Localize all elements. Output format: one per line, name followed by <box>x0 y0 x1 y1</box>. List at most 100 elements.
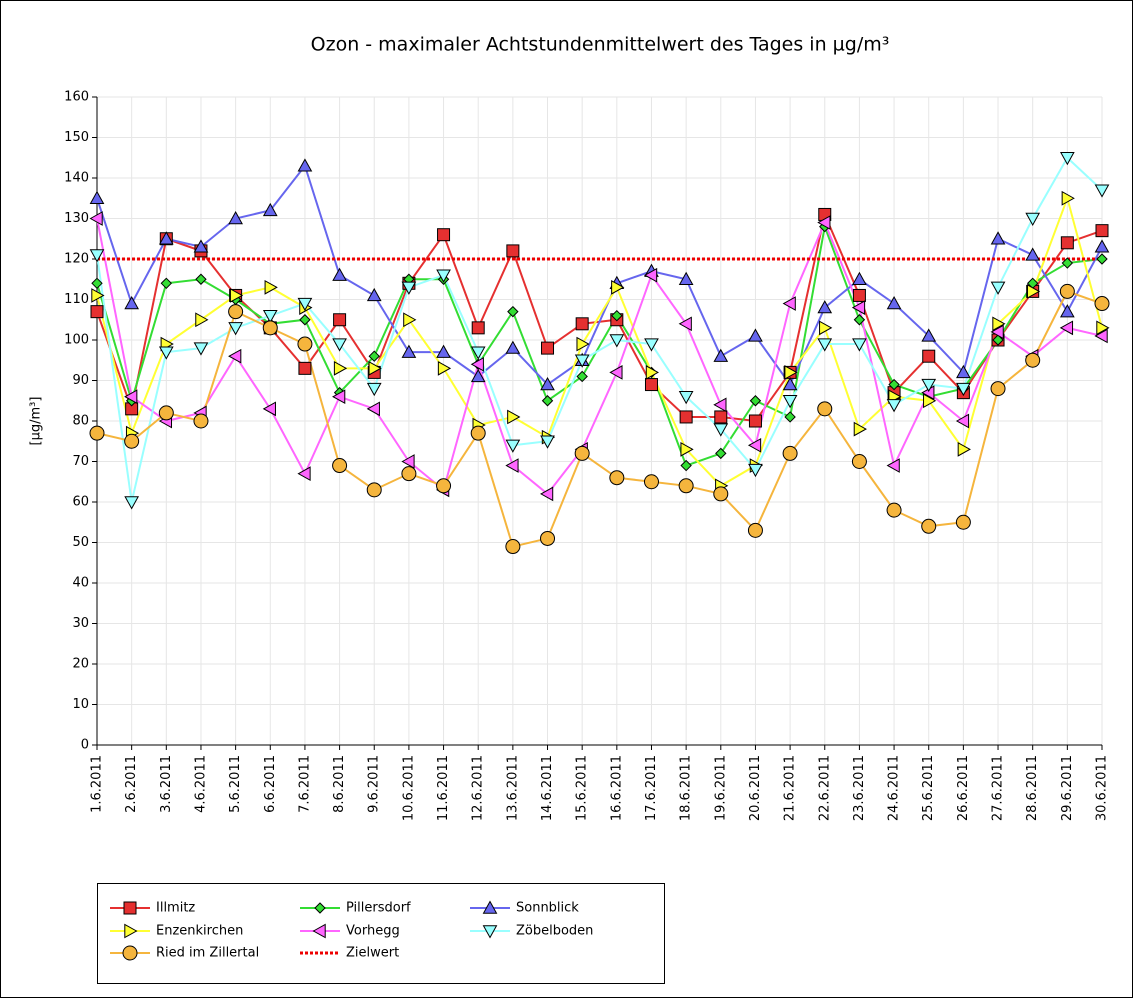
legend-label: Zöbelboden <box>516 924 593 939</box>
marker <box>1060 236 1074 250</box>
marker <box>124 496 140 510</box>
marker <box>955 413 970 429</box>
marker <box>228 210 243 225</box>
x-tick-label: 7.6.2011 <box>297 755 312 813</box>
marker <box>576 336 590 352</box>
marker <box>124 389 138 405</box>
marker <box>1094 296 1110 312</box>
y-axis-label: [µg/m³] <box>29 397 44 446</box>
marker <box>990 281 1006 295</box>
marker <box>886 502 902 518</box>
series-line <box>96 194 1103 488</box>
marker <box>262 401 276 417</box>
marker <box>956 382 971 397</box>
y-tick-label: 80 <box>72 414 89 429</box>
series-line <box>96 222 1103 467</box>
y-tick-label: 140 <box>64 171 89 186</box>
marker <box>611 280 625 295</box>
marker <box>678 391 694 405</box>
marker <box>678 316 692 332</box>
x-tick-label: 26.6.2011 <box>956 755 971 821</box>
x-tick-label: 28.6.2011 <box>1025 755 1040 821</box>
y-tick-label: 10 <box>72 697 89 712</box>
marker <box>680 459 692 472</box>
marker <box>541 395 554 407</box>
marker <box>436 269 451 283</box>
marker <box>888 378 900 391</box>
marker <box>91 288 105 303</box>
marker <box>576 370 588 383</box>
marker <box>609 470 625 486</box>
marker <box>784 411 796 423</box>
marker <box>471 321 485 335</box>
marker <box>817 401 833 417</box>
legend-label: Sonnblick <box>516 901 579 916</box>
marker <box>678 478 694 494</box>
marker <box>921 328 937 342</box>
marker <box>747 437 762 453</box>
legend-label: Vorhegg <box>346 924 400 939</box>
marker <box>160 277 173 290</box>
marker <box>1061 257 1074 269</box>
y-tick-label: 30 <box>72 616 89 631</box>
marker <box>886 458 900 473</box>
marker <box>228 348 242 364</box>
marker <box>193 413 209 429</box>
y-tick-label: 160 <box>64 90 89 105</box>
series-line <box>96 163 1103 387</box>
marker <box>505 340 521 354</box>
series-line <box>96 156 1103 503</box>
marker <box>645 365 660 380</box>
x-tick-label: 6.6.2011 <box>263 755 278 813</box>
x-tick-label: 25.6.2011 <box>921 755 936 821</box>
marker <box>609 365 623 380</box>
marker <box>1026 284 1041 299</box>
marker <box>505 539 521 555</box>
x-tick-label: 21.6.2011 <box>783 755 798 821</box>
x-tick-label: 18.6.2011 <box>679 755 694 821</box>
marker <box>782 395 798 409</box>
marker <box>507 409 521 425</box>
x-tick-label: 14.6.2011 <box>540 755 555 821</box>
marker <box>817 338 833 352</box>
marker <box>956 364 971 379</box>
marker <box>195 312 209 328</box>
y-tick-label: 60 <box>72 495 89 510</box>
marker <box>852 338 867 352</box>
marker <box>782 296 796 311</box>
marker <box>333 313 347 327</box>
marker <box>680 442 694 457</box>
x-tick-label: 15.6.2011 <box>575 755 590 821</box>
marker <box>921 518 937 534</box>
x-tick-label: 4.6.2011 <box>193 755 208 813</box>
marker <box>992 334 1004 346</box>
marker <box>262 320 278 336</box>
x-tick-label: 16.6.2011 <box>609 755 624 821</box>
marker <box>1025 352 1041 368</box>
legend-label: Enzenkirchen <box>156 924 243 939</box>
marker <box>482 900 498 914</box>
x-tick-label: 1.6.2011 <box>90 755 105 813</box>
marker <box>229 288 244 303</box>
marker <box>332 458 348 474</box>
marker <box>297 158 313 172</box>
marker <box>990 381 1006 397</box>
marker <box>470 368 486 383</box>
marker <box>921 378 937 393</box>
x-tick-label: 27.6.2011 <box>991 755 1006 821</box>
x-tick-label: 22.6.2011 <box>817 755 832 821</box>
marker <box>539 486 554 502</box>
marker <box>507 305 519 318</box>
marker <box>784 365 798 380</box>
marker <box>89 425 105 441</box>
marker <box>611 309 623 322</box>
marker <box>851 300 866 315</box>
marker <box>90 305 104 319</box>
x-tick-label: 20.6.2011 <box>748 755 763 821</box>
legend-label: Zielwert <box>346 946 399 961</box>
marker <box>1061 190 1075 206</box>
marker <box>643 267 658 283</box>
marker <box>819 320 833 336</box>
marker <box>1094 184 1110 198</box>
marker <box>1094 239 1110 253</box>
